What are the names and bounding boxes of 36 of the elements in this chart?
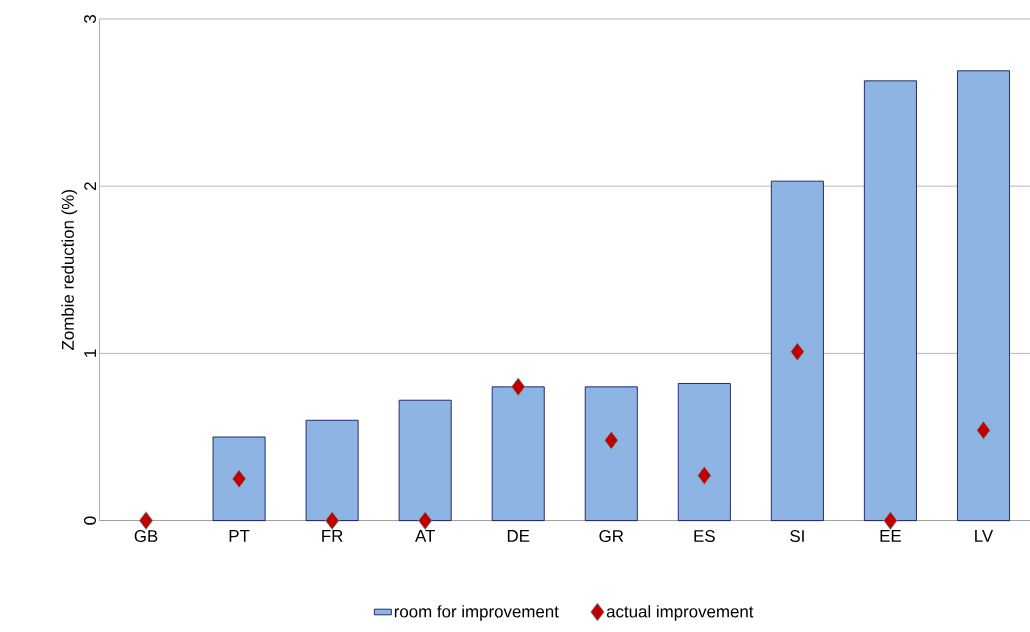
point (604, 430, 619, 450)
x-tick-label: SI (790, 529, 804, 542)
x-tick-label: AT (415, 529, 435, 542)
x-tick-label: PT (229, 529, 250, 542)
x-tick-label: GR (599, 529, 624, 542)
bar (957, 70, 1010, 521)
point (976, 420, 991, 440)
point (697, 465, 712, 485)
point (325, 511, 340, 530)
x-tick-label: EE (880, 529, 901, 542)
y-axis-title: Zombie reduction (%) (61, 189, 78, 350)
y-tick-label: 0 (84, 516, 96, 525)
legend-label: actual improvement (606, 604, 754, 621)
point (883, 511, 898, 530)
bar (584, 386, 638, 521)
bar (677, 382, 731, 521)
point (418, 511, 433, 530)
y-tick-label: 1 (84, 349, 96, 357)
bar (863, 80, 917, 521)
x-tick-label: GB (134, 529, 158, 542)
point (790, 342, 805, 361)
y-tick-label: 3 (84, 14, 96, 23)
x-tick-label: FR (322, 529, 343, 542)
legend-label: room for improvement (394, 604, 559, 621)
bar (770, 180, 824, 521)
y-tick-label: 2 (84, 182, 96, 190)
x-tick-label: DE (507, 529, 530, 542)
x-tick-label: LV (975, 529, 994, 542)
bar (305, 419, 359, 521)
bar (398, 399, 452, 521)
point (138, 511, 154, 530)
bar (491, 386, 545, 521)
x-tick-label: ES (694, 529, 715, 542)
point (511, 377, 526, 397)
point (231, 469, 247, 488)
bar (212, 436, 266, 521)
